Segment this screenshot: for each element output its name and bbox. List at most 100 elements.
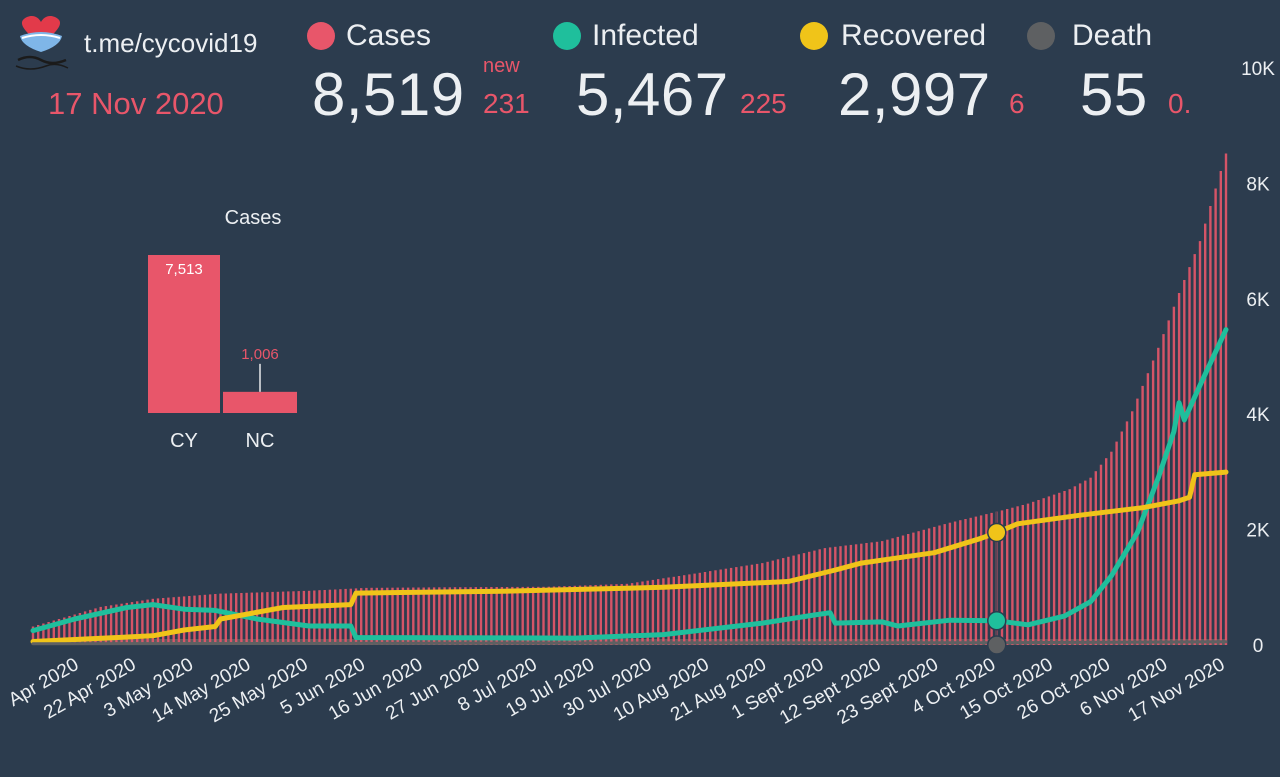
cases-bar	[667, 577, 670, 645]
cases-bar	[172, 597, 175, 645]
cases-bar	[797, 554, 800, 645]
cases-bar	[375, 587, 378, 645]
cases-bar	[1131, 411, 1134, 645]
cases-inset-chart: Cases CY 7,513 NC 1,006	[148, 207, 297, 452]
cases-bar	[568, 586, 571, 645]
cases-bar	[761, 563, 764, 645]
cases-bar	[281, 591, 285, 645]
cases-bar	[589, 585, 592, 645]
cases-bar	[802, 553, 806, 645]
cases-bar	[495, 587, 498, 645]
y-tick-label: 0	[1253, 636, 1264, 657]
cases-bar	[563, 586, 566, 645]
cases-total: 8,519	[312, 61, 465, 128]
cases-bar	[1219, 171, 1222, 645]
cases-bar	[531, 586, 535, 645]
cases-bar	[860, 543, 863, 645]
cases-bar	[688, 574, 691, 645]
cases-bar	[1214, 188, 1217, 645]
cases-bar	[344, 588, 347, 645]
inset-category-label: NC	[246, 430, 275, 452]
cases-bar	[683, 575, 686, 645]
cases-bar	[729, 567, 733, 645]
cases-bar	[318, 590, 321, 645]
cases-bar	[167, 597, 170, 645]
cases-bar	[745, 565, 748, 645]
cases-bar	[47, 622, 50, 645]
cases-bar	[672, 576, 675, 645]
cases-bar	[469, 587, 472, 645]
recovered-hover-dot	[987, 522, 1007, 543]
cases-bar	[1136, 398, 1139, 645]
cases-bar	[969, 517, 972, 645]
cases-bar	[500, 587, 504, 645]
cases-bar	[698, 572, 701, 645]
cases-bar	[1209, 206, 1212, 645]
cases-bar	[943, 524, 946, 645]
cases-bar	[360, 588, 363, 645]
cases-bar	[1089, 477, 1092, 645]
cases-bar	[927, 528, 931, 645]
cases-bar	[120, 603, 123, 645]
cases-bar	[208, 594, 212, 645]
death-legend-dot	[1027, 22, 1055, 50]
cases-bar	[542, 586, 545, 645]
cases-bar	[323, 590, 326, 645]
cases-bar	[620, 584, 623, 645]
cases-bar	[1026, 503, 1030, 645]
cases-bar	[1099, 464, 1103, 645]
cases-bar	[787, 556, 790, 645]
cases-bar	[78, 613, 82, 645]
infected-total: 5,467	[576, 61, 729, 128]
channel-link[interactable]: t.me/cycovid19	[84, 28, 258, 58]
cases-bar	[573, 585, 576, 645]
cases-bar	[1172, 306, 1176, 645]
inset-title: Cases	[225, 207, 282, 229]
cases-bar	[891, 538, 894, 645]
cases-bar	[990, 512, 993, 645]
cases-bar	[740, 566, 743, 645]
cases-bar	[703, 572, 707, 645]
cases-bar	[964, 519, 967, 645]
cases-bar	[979, 515, 983, 645]
infected-legend-dot	[553, 22, 581, 50]
cases-bar	[1094, 471, 1097, 645]
cases-bar	[818, 549, 821, 645]
cases-bar	[630, 583, 634, 645]
cases-bar	[1177, 293, 1181, 645]
cases-bar	[1011, 507, 1014, 645]
cases-bar	[432, 587, 436, 645]
cases-bar	[844, 545, 847, 645]
cases-bar	[1058, 492, 1061, 645]
cases-bar	[313, 590, 316, 645]
cases-bar	[808, 551, 811, 645]
cases-bar	[1047, 496, 1051, 645]
cases-bar	[834, 546, 837, 645]
cases-bar	[297, 591, 300, 645]
cases-bar	[334, 589, 337, 645]
cases-bar	[307, 590, 311, 645]
cases-bar	[610, 584, 613, 645]
cases-bar	[1016, 506, 1019, 645]
cases-bar	[677, 576, 681, 645]
cases-bar	[839, 546, 842, 645]
cases-bar	[636, 582, 639, 645]
cases-bar	[83, 611, 87, 645]
cases-bar	[1105, 458, 1108, 645]
cases-bar	[922, 529, 925, 645]
cases-bar	[448, 587, 451, 645]
cases-bar	[63, 617, 66, 645]
death-line	[31, 640, 1228, 646]
cases-bar	[141, 600, 144, 645]
cases-bar	[386, 587, 389, 645]
cases-bar	[1037, 500, 1040, 645]
cases-bar	[646, 580, 649, 645]
cases-bar	[42, 623, 45, 645]
infected-line	[30, 327, 1229, 641]
cases-bar	[94, 608, 97, 645]
inset-value-label: 7,513	[165, 261, 203, 278]
recovered-line	[30, 469, 1229, 644]
cases-bar	[558, 586, 561, 645]
cases-bar	[881, 541, 884, 645]
